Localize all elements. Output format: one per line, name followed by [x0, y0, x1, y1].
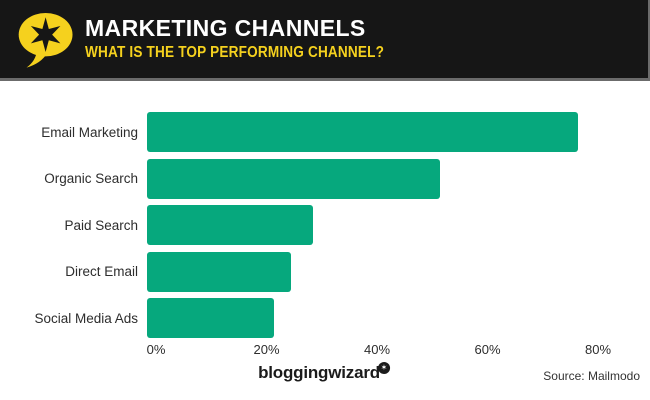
footer: bloggingwizard✶ Source: Mailmodo [0, 361, 650, 391]
speech-bubble-star-icon [10, 5, 76, 73]
chart-row: Paid Search [0, 205, 650, 245]
category-label: Direct Email [65, 264, 138, 279]
chart-rows: Email Marketing Organic Search Paid Search… [0, 112, 650, 338]
page-title: MARKETING CHANNELS [85, 15, 366, 42]
x-axis: 0% 20% 40% 60% 80% [147, 342, 650, 358]
chart-row: Direct Email [0, 251, 650, 292]
page-subtitle: WHAT IS THE TOP PERFORMING CHANNEL? [85, 43, 385, 61]
star-badge-icon: ✶ [377, 362, 390, 374]
x-axis-tick-label: 20% [253, 342, 280, 357]
x-axis-tick-label: 0% [146, 342, 166, 357]
source-credit: Source: Mailmodo [543, 369, 640, 383]
header: MARKETING CHANNELS WHAT IS THE TOP PERFO… [0, 0, 650, 81]
x-axis-tick-label: 40% [363, 342, 391, 357]
category-label: Paid Search [64, 217, 138, 233]
chart-row: Social Media Ads [0, 298, 650, 338]
bar-organic-search [147, 158, 440, 199]
bar-paid-search [147, 205, 313, 245]
category-label: Email Marketing [41, 124, 138, 140]
chart-row: Organic Search [0, 158, 650, 199]
header-title-block: MARKETING CHANNELS WHAT IS THE TOP PERFO… [85, 16, 437, 61]
category-label: Organic Search [44, 171, 138, 186]
bar-chart: Email Marketing Organic Search Paid Search… [0, 112, 650, 358]
bar-email-marketing [147, 112, 578, 152]
brand-logo: bloggingwizard✶ [258, 362, 392, 383]
category-label: Social Media Ads [34, 310, 138, 326]
bar-social-media-ads [147, 298, 275, 338]
x-axis-tick-label: 80% [584, 342, 612, 357]
bar-direct-email [147, 251, 291, 292]
chart-row: Email Marketing [0, 112, 650, 152]
x-axis-tick-label: 60% [474, 342, 501, 357]
brand-text: bloggingwizard [258, 363, 380, 382]
